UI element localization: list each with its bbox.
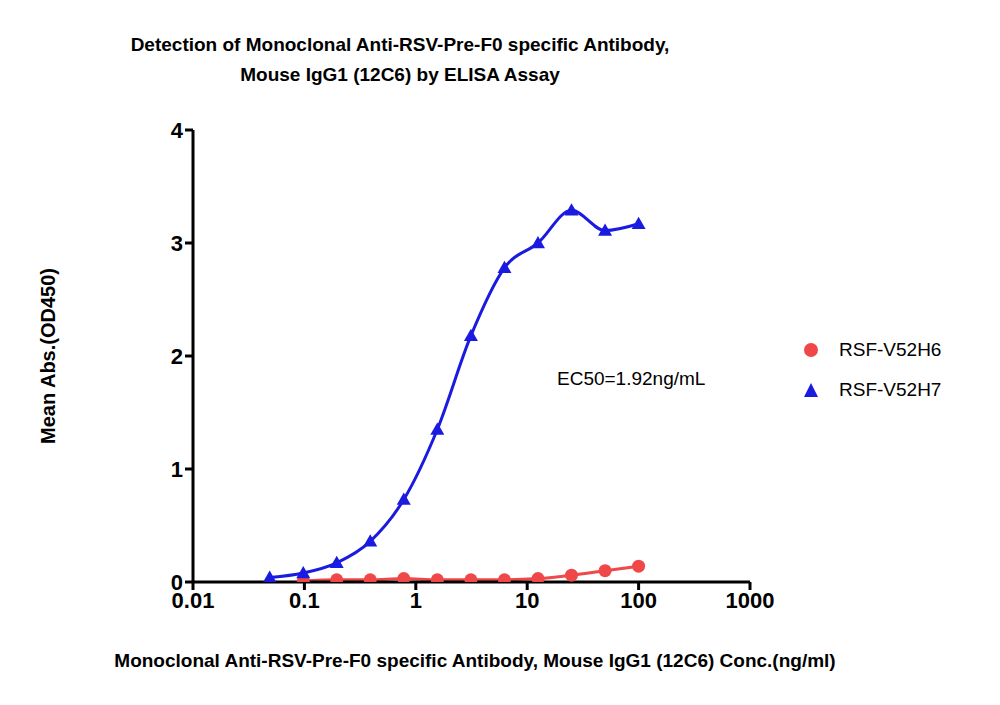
- html-text:Mean Abs.(OD450): Mean Abs.(OD450): [36, 268, 59, 444]
- html-text:RSF-V52H7: RSF-V52H7: [839, 379, 942, 400]
- svg-text:100: 100: [620, 588, 657, 613]
- svg-text:0: 0: [171, 570, 183, 595]
- svg-text:1: 1: [410, 588, 422, 613]
- html-text:EC50=1.92ng/mL: EC50=1.92ng/mL: [557, 368, 706, 389]
- svg-text:3: 3: [171, 231, 183, 256]
- svg-text:1: 1: [171, 457, 183, 482]
- svg-text:2: 2: [171, 344, 183, 369]
- html-text:RSF-V52H6: RSF-V52H6: [839, 339, 942, 360]
- svg-text:0.1: 0.1: [289, 588, 320, 613]
- html-text:Monoclonal Anti-RSV-Pre-F0 spe: Monoclonal Anti-RSV-Pre-F0 specific Anti…: [114, 650, 836, 671]
- svg-text:10: 10: [515, 588, 539, 613]
- svg-text:0.01: 0.01: [171, 587, 215, 613]
- svg-text:4: 4: [171, 118, 184, 143]
- svg-text:1000: 1000: [726, 588, 775, 613]
- html-text:Detection of Monoclonal Anti-R: Detection of Monoclonal Anti-RSV-Pre-F0 …: [130, 34, 670, 85]
